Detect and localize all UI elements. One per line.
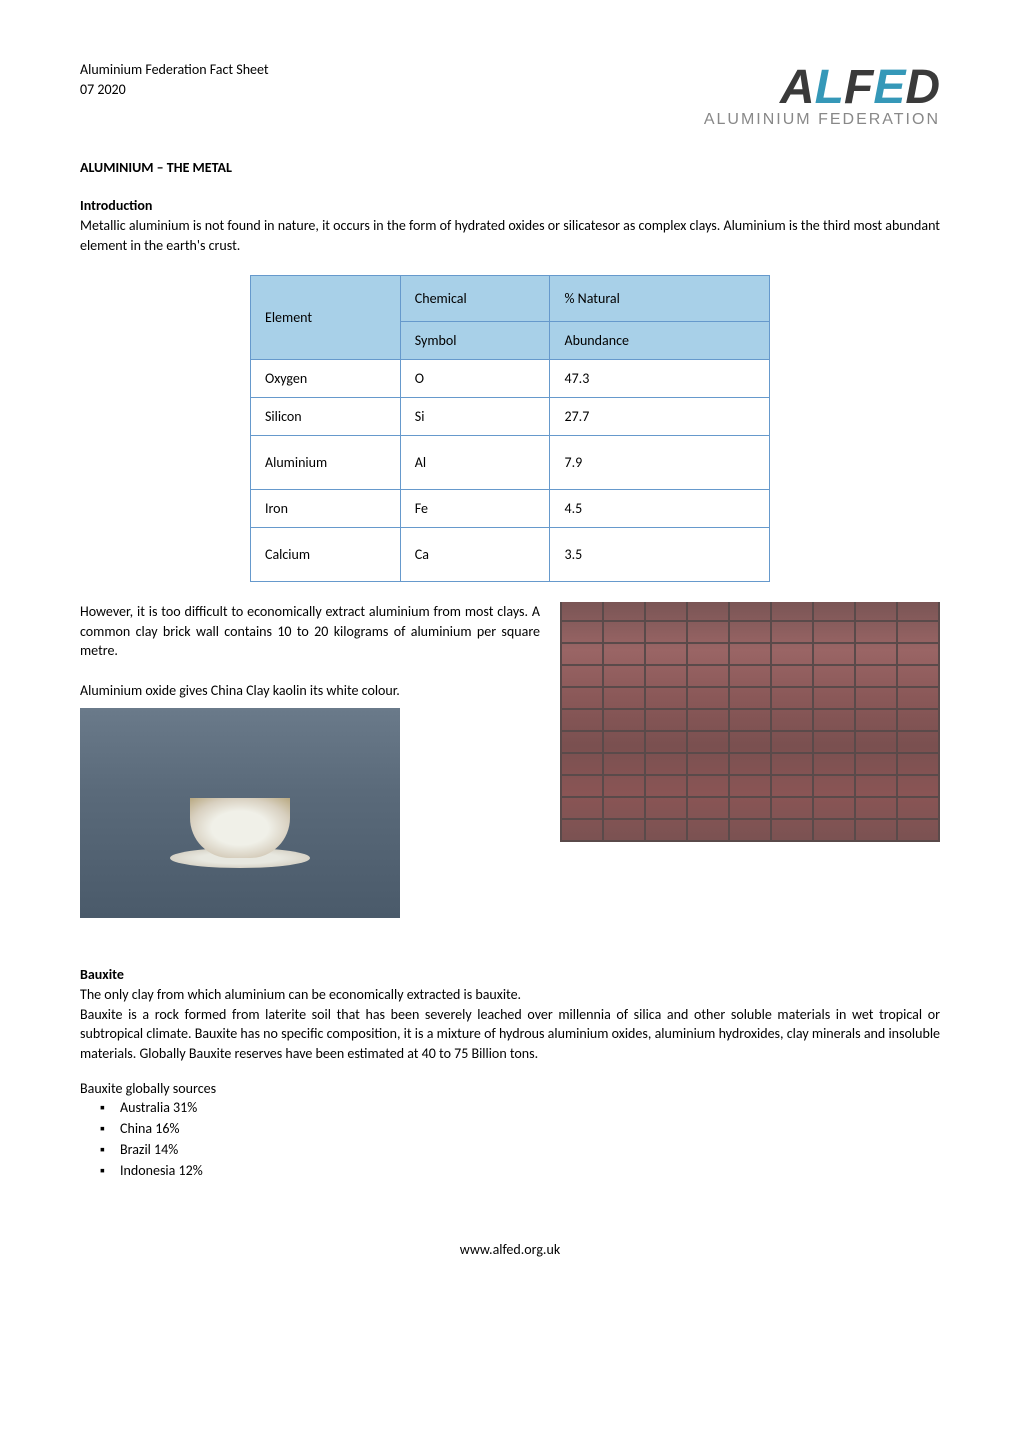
cell-symbol: Si xyxy=(400,398,550,436)
col-subheader-abundance: Abundance xyxy=(550,322,770,360)
bauxite-heading: Bauxite xyxy=(80,966,940,983)
list-item: Brazil 14% xyxy=(120,1139,940,1160)
col-subheader-symbol: Symbol xyxy=(400,322,550,360)
list-item: Australia 31% xyxy=(120,1097,940,1118)
intro-heading: Introduction xyxy=(80,197,940,214)
footer-url: www.alfed.org.uk xyxy=(80,1241,940,1258)
intro-text: Metallic aluminium is not found in natur… xyxy=(80,216,940,255)
logo-letter-f: F xyxy=(844,60,873,115)
logo-subtitle: ALUMINIUM FEDERATION xyxy=(704,111,940,129)
cell-element: Iron xyxy=(251,490,401,528)
table-row: Silicon Si 27.7 xyxy=(251,398,770,436)
logo-letter-a: A xyxy=(780,60,815,115)
right-column xyxy=(560,602,940,918)
logo-main: A L F E D xyxy=(704,60,940,115)
two-column-section: However, it is too difficult to economic… xyxy=(80,602,940,918)
abundance-table: Element Chemical % Natural Symbol Abunda… xyxy=(250,275,770,582)
table-row: Oxygen O 47.3 xyxy=(251,360,770,398)
table-header-row: Element Chemical % Natural xyxy=(251,276,770,322)
para-kaolin: Aluminium oxide gives China Clay kaolin … xyxy=(80,681,540,701)
table-row: Iron Fe 4.5 xyxy=(251,490,770,528)
bauxite-body: Bauxite is a rock formed from laterite s… xyxy=(80,1005,940,1064)
logo-letter-l: L xyxy=(815,60,844,115)
cell-element: Calcium xyxy=(251,528,401,582)
sources-list: Australia 31% China 16% Brazil 14% Indon… xyxy=(80,1097,940,1181)
page-header: Aluminium Federation Fact Sheet 07 2020 … xyxy=(80,60,940,129)
col-header-natural: % Natural xyxy=(550,276,770,322)
bauxite-intro: The only clay from which aluminium can b… xyxy=(80,985,940,1005)
logo-letter-d: D xyxy=(905,60,940,115)
cell-abundance: 47.3 xyxy=(550,360,770,398)
alfed-logo: A L F E D ALUMINIUM FEDERATION xyxy=(704,60,940,129)
table-row: Calcium Ca 3.5 xyxy=(251,528,770,582)
cell-abundance: 3.5 xyxy=(550,528,770,582)
para-clay: However, it is too difficult to economic… xyxy=(80,602,540,661)
col-header-element: Element xyxy=(251,276,401,360)
cell-abundance: 27.7 xyxy=(550,398,770,436)
cup-shape xyxy=(190,798,290,858)
brick-wall-image xyxy=(560,602,940,842)
list-item: Indonesia 12% xyxy=(120,1160,940,1181)
cell-element: Oxygen xyxy=(251,360,401,398)
cell-symbol: Ca xyxy=(400,528,550,582)
date: 07 2020 xyxy=(80,80,269,100)
table-row: Aluminium Al 7.9 xyxy=(251,436,770,490)
logo-letter-e: E xyxy=(873,60,905,115)
col-header-chemical: Chemical xyxy=(400,276,550,322)
header-text: Aluminium Federation Fact Sheet 07 2020 xyxy=(80,60,269,99)
cell-element: Silicon xyxy=(251,398,401,436)
org-name: Aluminium Federation Fact Sheet xyxy=(80,60,269,80)
abundance-table-container: Element Chemical % Natural Symbol Abunda… xyxy=(80,275,940,582)
cell-symbol: O xyxy=(400,360,550,398)
teacup-image xyxy=(80,708,400,918)
cell-abundance: 7.9 xyxy=(550,436,770,490)
sources-heading: Bauxite globally sources xyxy=(80,1080,940,1097)
page-title: ALUMINIUM – THE METAL xyxy=(80,159,940,176)
cell-symbol: Fe xyxy=(400,490,550,528)
left-column: However, it is too difficult to economic… xyxy=(80,602,540,918)
cell-abundance: 4.5 xyxy=(550,490,770,528)
cell-element: Aluminium xyxy=(251,436,401,490)
list-item: China 16% xyxy=(120,1118,940,1139)
cell-symbol: Al xyxy=(400,436,550,490)
